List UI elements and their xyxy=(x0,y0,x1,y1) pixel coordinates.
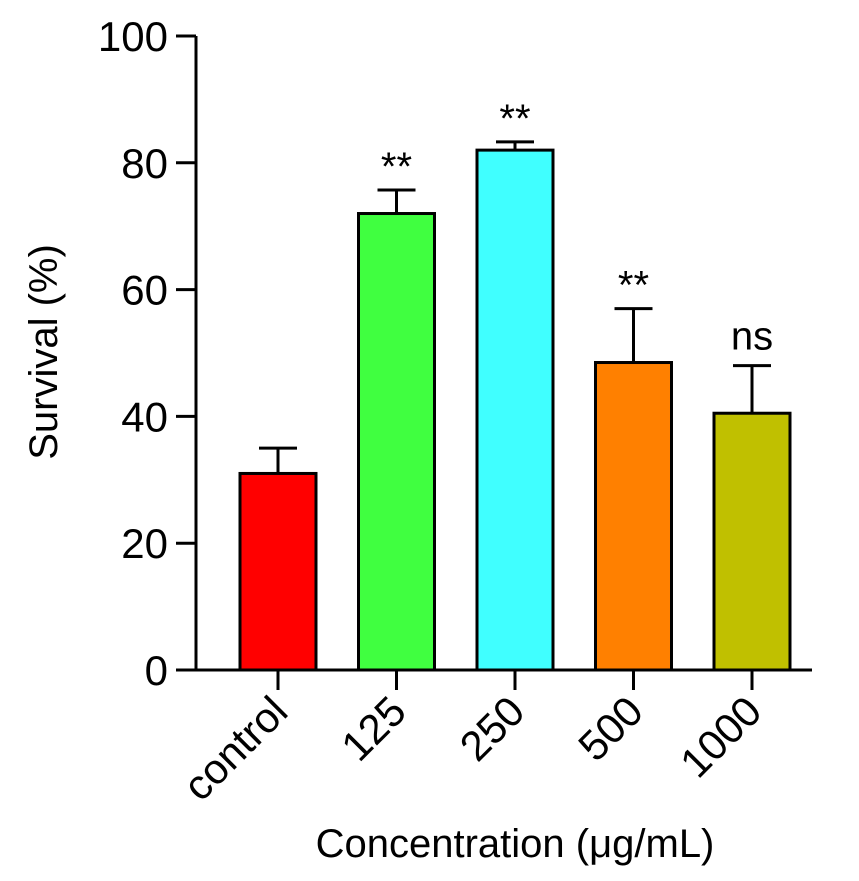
x-tick-label-250: 250 xyxy=(451,687,534,770)
y-axis: 0 20 40 60 80 100 xyxy=(98,13,198,694)
significance-label-1000: ns xyxy=(731,315,773,359)
x-axis-title: Concentration (μg/mL) xyxy=(316,822,715,866)
y-tick-label: 20 xyxy=(121,520,168,567)
bar-125 xyxy=(357,212,436,672)
y-tick-label: 100 xyxy=(98,13,168,60)
significance-label-250: ** xyxy=(499,97,530,141)
x-axis: control 125 250 500 1000 xyxy=(174,668,812,810)
y-tick-label: 40 xyxy=(121,393,168,440)
y-tick-label: 80 xyxy=(121,140,168,187)
significance-label-125: ** xyxy=(381,145,412,189)
x-tick-label-1000: 1000 xyxy=(671,687,770,786)
bar-250 xyxy=(475,148,555,672)
y-axis-title: Survival (%) xyxy=(22,244,66,460)
y-tick-label: 60 xyxy=(121,267,168,314)
bars-group: ** ** ** ns xyxy=(238,97,792,672)
significance-label-500: ** xyxy=(618,264,649,308)
bar-1000 xyxy=(712,411,792,672)
x-tick-label-125: 125 xyxy=(332,687,415,770)
bar-control xyxy=(238,471,318,672)
bar-500 xyxy=(594,361,673,672)
x-tick-label-500: 500 xyxy=(569,687,652,770)
x-tick-label-control: control xyxy=(174,687,296,809)
y-tick-label: 0 xyxy=(145,647,168,694)
